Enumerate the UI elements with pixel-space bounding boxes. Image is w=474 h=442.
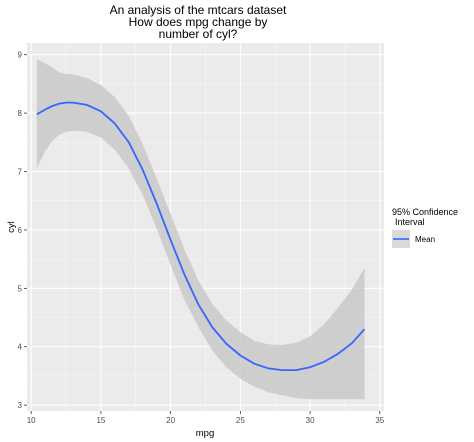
x-tick-label: 35: [375, 416, 384, 425]
y-tick-label: 7: [18, 168, 23, 177]
legend-title-line-1: 95% Confidence: [392, 207, 458, 217]
y-tick-label: 9: [18, 51, 23, 60]
x-axis-title: mpg: [196, 428, 214, 439]
chart-title-line-3: number of cyl?: [159, 27, 238, 41]
chart-title-line-1: An analysis of the mtcars dataset: [110, 3, 287, 17]
mean-line-layer: [36, 101, 366, 372]
y-axis-ticks: 3 4 5 6 7 8 9: [18, 51, 27, 410]
y-tick-label: 3: [18, 401, 23, 410]
x-axis-ticks: 10 15 20 25 30 35: [27, 411, 385, 425]
major-gridlines: [27, 43, 384, 411]
y-tick-label: 8: [18, 109, 23, 118]
x-tick-label: 10: [27, 416, 36, 425]
y-tick-label: 4: [18, 343, 23, 352]
chart-title: An analysis of the mtcars dataset How do…: [110, 3, 287, 41]
x-tick-label: 15: [96, 416, 105, 425]
x-tick-label: 30: [306, 416, 315, 425]
y-axis-title: cyl: [6, 221, 17, 233]
confidence-band: [36, 59, 365, 400]
chart-title-line-2: How does mpg change by: [129, 15, 268, 29]
legend-label-mean: Mean: [415, 235, 435, 244]
y-tick-label: 6: [18, 226, 23, 235]
mean-line: [36, 101, 366, 372]
x-tick-label: 20: [166, 416, 175, 425]
x-tick-label: 25: [236, 416, 245, 425]
legend-title-line-2: Interval: [395, 217, 425, 227]
y-tick-label: 5: [18, 284, 23, 293]
confidence-band-layer: [36, 59, 365, 400]
legend: 95% Confidence Interval Mean: [392, 207, 458, 248]
